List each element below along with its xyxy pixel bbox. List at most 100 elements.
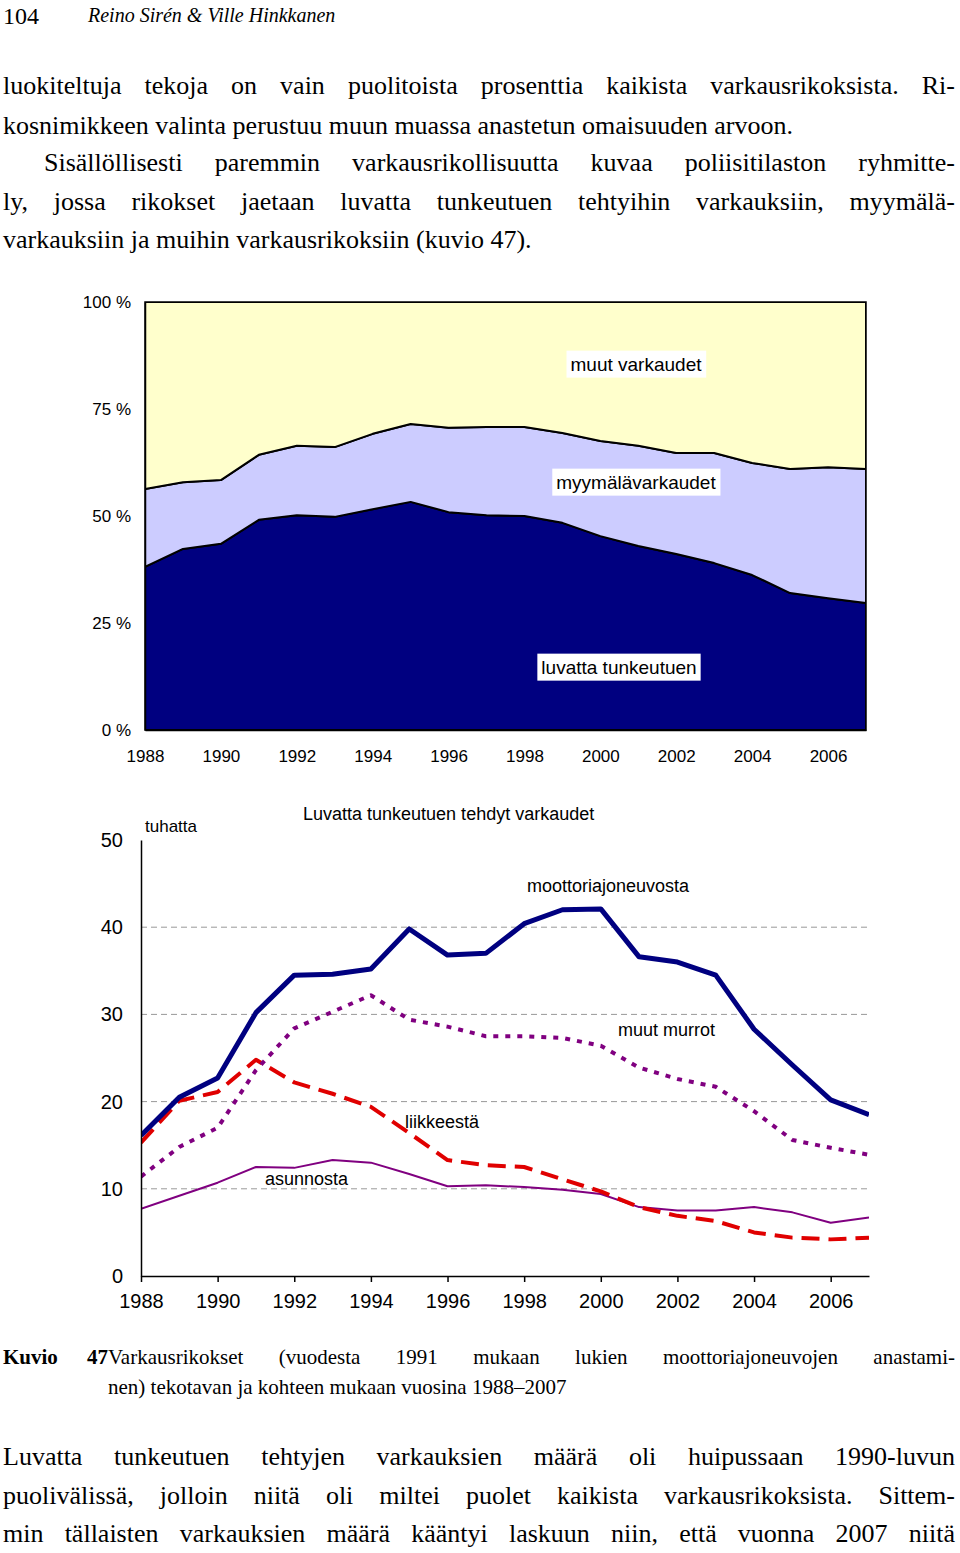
grid-line <box>141 1014 869 1015</box>
tick-label: 1990 <box>196 1290 241 1312</box>
plot <box>145 302 866 730</box>
tick: 2002 <box>658 730 696 766</box>
plot <box>141 909 869 1239</box>
line <box>141 909 869 1136</box>
tick-label: 20 <box>101 1091 123 1113</box>
tick: 2004 <box>732 1276 777 1312</box>
tick-label: 2006 <box>809 1290 854 1312</box>
tick-label: 1988 <box>127 747 165 766</box>
tick-label: 1994 <box>349 1290 394 1312</box>
tick: 1990 <box>196 1276 241 1312</box>
tick: 1992 <box>278 730 316 766</box>
caption-label: Kuvio 47 <box>3 1344 108 1370</box>
tick-label: 30 <box>101 1003 123 1025</box>
tick: 2004 <box>734 730 772 766</box>
tick-label: 2006 <box>810 747 848 766</box>
tick-mark <box>830 1276 832 1282</box>
axis-line <box>145 303 147 731</box>
series-label: liikkeestä <box>405 1112 480 1132</box>
line <box>141 1160 869 1223</box>
text-line: luokiteltuja tekoja on vain puolitoista … <box>3 70 955 102</box>
tick-label: 2000 <box>582 747 620 766</box>
tick: 0 <box>112 1265 141 1287</box>
text-line: Sisällöllisesti paremmin varkausrikollis… <box>44 147 955 179</box>
tick-label: 40 <box>101 916 123 938</box>
series-label: myymälävarkaudet <box>556 472 716 493</box>
tick: 2006 <box>809 1276 854 1312</box>
series-label: luvatta tunkeutuen <box>541 657 696 678</box>
caption-line: nen) tekotavan ja kohteen mukaan vuosina… <box>108 1374 955 1400</box>
tick-label: 10 <box>101 1178 123 1200</box>
line <box>141 1060 869 1240</box>
tick-label: 1998 <box>506 747 544 766</box>
text-line: puolivälissä, jolloin niitä oli miltei p… <box>3 1480 955 1512</box>
tick-label: 1996 <box>430 747 468 766</box>
series-label: asunnosta <box>265 1169 349 1189</box>
tick-label: 2004 <box>732 1290 777 1312</box>
tick: 75 % <box>92 400 145 419</box>
tick-label: 1998 <box>502 1290 547 1312</box>
label-box <box>567 351 707 378</box>
tick-label: 1992 <box>278 747 316 766</box>
area <box>145 302 866 489</box>
chart-area-stack: 0 % 25 % 50 % 75 % 100 % 1988 1990 1992 1994 1996… <box>83 293 867 766</box>
tick: 30 <box>101 1003 141 1025</box>
series-label: moottoriajoneuvosta <box>527 876 690 896</box>
tick: 2002 <box>656 1276 701 1312</box>
axis-line <box>142 1276 870 1278</box>
series-label-group: luvatta tunkeutuen <box>537 654 700 681</box>
tick-mark <box>677 1276 679 1282</box>
series-label: muut murrot <box>618 1020 715 1040</box>
tick: 1990 <box>202 730 240 766</box>
grid <box>141 927 869 1189</box>
axis: 1988 1990 1992 1994 1996 1998 2000 2002 2004 2006 <box>127 730 867 766</box>
axis: 1988 1990 1992 1994 1996 1998 2000 2002 2004 2006 <box>119 1276 869 1312</box>
charts: 0 % 25 % 50 % 75 % 100 % 1988 1990 1992 1994 1996… <box>0 0 960 1553</box>
tick: 1988 <box>119 1276 164 1312</box>
tick-label: 1988 <box>119 1290 164 1312</box>
tick-label: 0 <box>112 1265 123 1287</box>
page-number: 104 <box>3 1 39 31</box>
label-box <box>537 654 700 681</box>
series-label-group: muut varkaudet <box>567 351 707 378</box>
grid-line <box>141 1188 869 1189</box>
chart-title: Luvatta tunkeutuen tehdyt varkaudet <box>303 804 594 824</box>
tick: 20 <box>101 1091 141 1113</box>
tick-label: 1992 <box>273 1290 318 1312</box>
tick-label: 2002 <box>656 1290 701 1312</box>
tick: 25 % <box>92 614 145 633</box>
axis: 0 % 25 % 50 % 75 % 100 % <box>83 293 146 740</box>
tick-label: 50 % <box>92 507 131 526</box>
tick: 0 % <box>102 721 145 740</box>
axis-line <box>141 841 143 1277</box>
tick-label: 1996 <box>426 1290 471 1312</box>
tick-label: 75 % <box>92 400 131 419</box>
running-head: Reino Sirén & Ville Hinkkanen <box>88 1 335 29</box>
tick: 40 <box>101 916 141 938</box>
grid-line <box>141 927 869 928</box>
tick: 1996 <box>430 730 468 766</box>
tick-mark <box>371 1276 373 1282</box>
text-line: ly, jossa rikokset jaetaan luvatta tunke… <box>3 186 955 218</box>
text-line: kosnimikkeen valinta perustuu muun muass… <box>3 110 955 142</box>
text-line: min tällaisten varkauksien määrä kääntyi… <box>3 1518 955 1550</box>
chart-lines: 0102030405019881990199219941996199820002… <box>101 804 870 1312</box>
axis-line <box>146 730 867 732</box>
tick: 1994 <box>354 730 392 766</box>
tick: 10 <box>101 1178 141 1200</box>
tick-mark <box>294 1276 296 1282</box>
series-label-group: myymälävarkaudet <box>552 469 720 496</box>
tick-mark <box>601 1276 603 1282</box>
tick: 1998 <box>502 1276 547 1312</box>
tick: 2000 <box>582 730 620 766</box>
tick-label: 1990 <box>202 747 240 766</box>
tick-mark <box>754 1276 756 1282</box>
tick: 1992 <box>273 1276 318 1312</box>
tick-label: 100 % <box>83 293 131 312</box>
grid-line <box>141 1101 869 1102</box>
tick-mark <box>447 1276 449 1282</box>
tick-label: 25 % <box>92 614 131 633</box>
tick-label: 2000 <box>579 1290 624 1312</box>
tick: 50 % <box>92 507 145 526</box>
page: 104 Reino Sirén & Ville Hinkkanen luokitel… <box>0 0 960 1553</box>
